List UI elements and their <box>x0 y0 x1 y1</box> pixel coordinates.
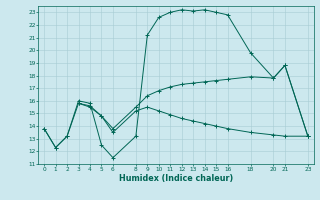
X-axis label: Humidex (Indice chaleur): Humidex (Indice chaleur) <box>119 174 233 183</box>
